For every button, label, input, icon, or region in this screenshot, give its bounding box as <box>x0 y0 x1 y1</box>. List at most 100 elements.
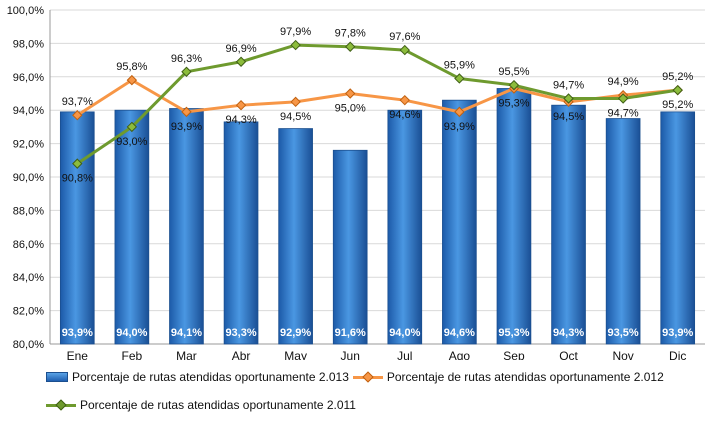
x-tick-label: Mar <box>176 349 197 360</box>
y-tick-label: 94,0% <box>13 105 44 117</box>
bar <box>114 109 150 345</box>
line-2011-data-label: 96,9% <box>225 43 256 55</box>
bar <box>59 111 95 345</box>
bar <box>442 99 477 345</box>
legend-item-2013: Porcentaje de rutas atendidas oportuname… <box>46 370 349 384</box>
x-tick-label: Jun <box>341 349 360 360</box>
legend-row-2: Porcentaje de rutas atendidas oportuname… <box>46 398 360 412</box>
line-marker <box>235 99 247 111</box>
line-2012 <box>76 78 678 117</box>
bar-data-label: 94,0% <box>116 327 147 339</box>
x-tick-label: Jul <box>397 349 412 360</box>
x-tick-label: Oct <box>559 349 578 360</box>
line-marker <box>126 74 138 86</box>
legend-label-2011: Porcentaje de rutas atendidas oportuname… <box>80 398 356 412</box>
bar-data-label: 94,1% <box>171 327 202 339</box>
bar-data-label: 93,3% <box>225 327 256 339</box>
bar-data-label: 91,6% <box>335 327 366 339</box>
bar-data-label: 94,3% <box>553 327 584 339</box>
line-marker <box>508 79 520 91</box>
line-marker <box>454 106 465 118</box>
line-2011-data-label: 96,3% <box>171 53 202 65</box>
legend-row-1: Porcentaje de rutas atendidas oportuname… <box>46 370 668 384</box>
x-tick-label: Nov <box>612 349 633 360</box>
bar-data-label: 94,6% <box>444 327 475 339</box>
bar-data-label: 93,9% <box>662 327 693 339</box>
bar-data-label: 93,9% <box>62 327 93 339</box>
line-marker <box>399 94 410 106</box>
line-marker <box>290 39 301 51</box>
line-2012-data-label: 95,2% <box>662 99 693 111</box>
line-2012-data-label: 93,7% <box>62 96 93 108</box>
bar-series-2013 <box>59 88 696 345</box>
combo-chart: 80,0% 82,0% 84,0% 86,0% 88,0% 90,0% 92,0% 94,0%… <box>7 5 705 360</box>
line-2012-data-label: 93,9% <box>171 121 202 133</box>
line-marker <box>72 158 83 169</box>
x-tick-label: Sep <box>503 349 525 360</box>
line-2011-data-label: 95,2% <box>662 71 693 83</box>
bar <box>332 149 368 345</box>
legend-label-2013: Porcentaje de rutas atendidas oportuname… <box>72 370 349 384</box>
y-tick-label: 96,0% <box>13 72 44 84</box>
line-marker <box>72 110 83 121</box>
y-tick-label: 90,0% <box>13 172 44 184</box>
line-2012-data-label: 94,9% <box>608 76 639 88</box>
x-tick-label: May <box>284 349 307 360</box>
line-2011-data-label: 97,6% <box>389 31 420 43</box>
line-2012-data-label: 93,9% <box>444 121 475 133</box>
data-labels: 93,9% 94,0% 94,1% 93,3% 92,9% 91,6% 94,0% 94,6%… <box>62 26 694 339</box>
y-tick-label: 92,0% <box>13 139 44 151</box>
x-tick-label: Abr <box>232 349 251 360</box>
bar-data-label: 95,3% <box>498 327 529 339</box>
line-2012-data-label: 94,6% <box>389 109 420 121</box>
line-2011-data-label: 95,9% <box>444 59 475 71</box>
line-marker <box>617 93 629 104</box>
bar-data-label: 93,5% <box>608 327 639 339</box>
line-marker <box>290 96 301 108</box>
line-marker <box>235 56 247 67</box>
line-marker <box>181 66 192 77</box>
axes: 80,0% 82,0% 84,0% 86,0% 88,0% 90,0% 92,0% 94,0%… <box>7 5 705 360</box>
line-2012-data-label: 95,8% <box>116 61 147 73</box>
line-2011-data-label: 97,8% <box>335 28 366 40</box>
bar <box>551 104 586 345</box>
bar-data-label: 94,0% <box>389 327 420 339</box>
y-tick-label: 82,0% <box>13 306 44 318</box>
line-series <box>72 39 683 169</box>
bar-data-label: 92,9% <box>280 327 311 339</box>
y-tick-label: 86,0% <box>13 239 44 251</box>
legend-swatch-line-orange <box>352 371 383 383</box>
line-marker <box>345 41 356 52</box>
bar <box>169 108 204 345</box>
line-marker <box>399 44 410 56</box>
line-marker <box>672 84 683 96</box>
line-marker <box>563 93 574 104</box>
y-tick-label: 100,0% <box>7 5 45 17</box>
line-2011-data-label: 94,7% <box>553 80 584 92</box>
legend-swatch-bar <box>46 372 68 382</box>
line-2012-data-label: 94,5% <box>280 111 311 123</box>
y-tick-label: 84,0% <box>13 272 44 284</box>
y-tick-label: 88,0% <box>13 205 44 217</box>
line-2011-data-label: 97,9% <box>280 26 311 38</box>
x-tick-label: Ene <box>67 349 89 360</box>
bar <box>278 128 313 345</box>
x-tick-label: Dic <box>669 349 686 360</box>
bar <box>496 88 532 345</box>
line-marker <box>454 73 465 84</box>
x-tick-label: Ago <box>449 349 471 360</box>
line-2011-data-label: 93,0% <box>116 136 147 148</box>
line-2012-data-label: 95,3% <box>498 97 529 109</box>
bar <box>223 121 259 345</box>
legend-label-2012: Porcentaje de rutas atendidas oportuname… <box>386 370 664 384</box>
bar <box>605 118 641 345</box>
line-2012-data-label: 94,3% <box>225 114 256 126</box>
line-marker <box>126 121 138 133</box>
legend-item-2012: Porcentaje de rutas atendidas oportuname… <box>352 370 664 384</box>
legend-item-2011: Porcentaje de rutas atendidas oportuname… <box>46 398 356 412</box>
line-2012-data-label: 94,5% <box>553 111 584 123</box>
x-tick-label: Feb <box>122 349 143 360</box>
line-2012-data-label: 95,0% <box>335 103 366 115</box>
bar <box>660 111 696 345</box>
